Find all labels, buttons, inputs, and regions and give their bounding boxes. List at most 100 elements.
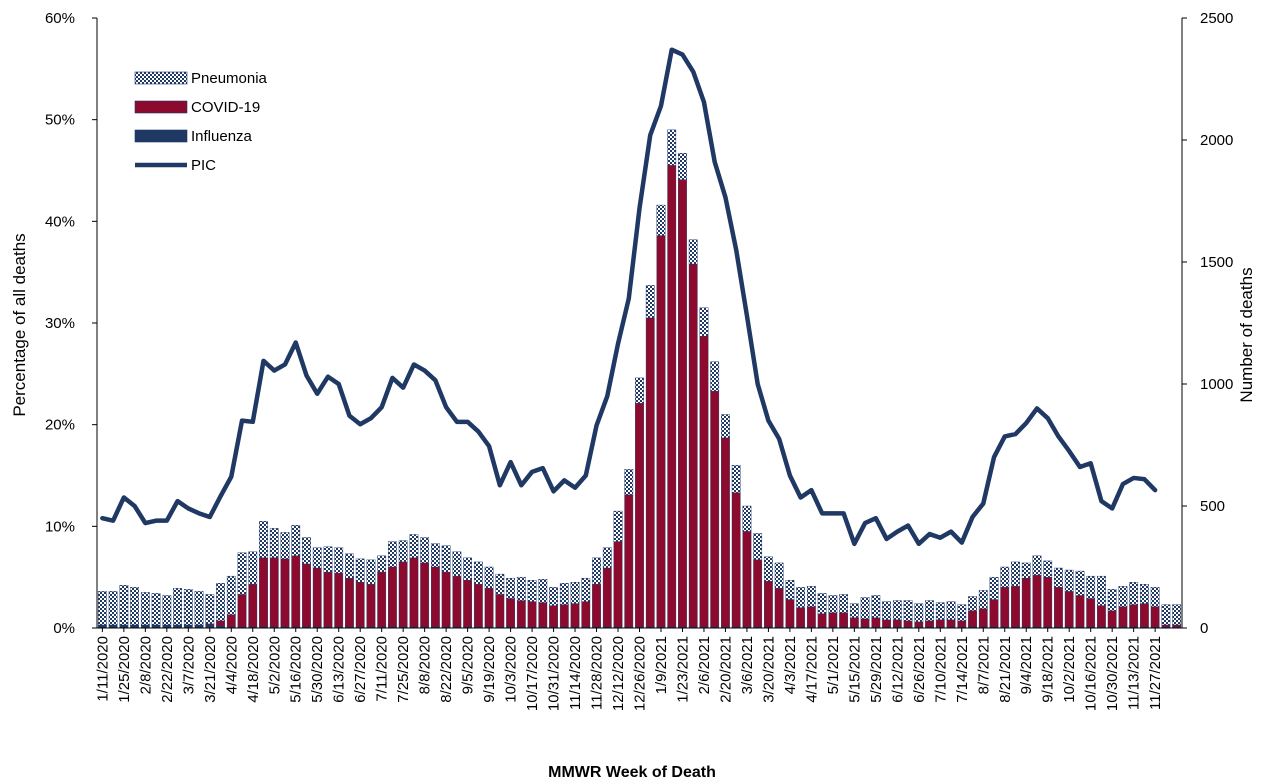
x-tick-label: 9/18/2021 xyxy=(1040,636,1057,703)
bar-covid-19 xyxy=(656,235,666,628)
y2-tick-label: 500 xyxy=(1200,498,1225,515)
x-tick-label: 7/10/2021 xyxy=(932,636,949,703)
x-tick-label: 11/27/2021 xyxy=(1147,636,1164,710)
bar-covid-19 xyxy=(849,617,859,628)
x-tick-label: 12/26/2020 xyxy=(632,636,649,711)
bar-pneumonia xyxy=(645,285,655,319)
bar-covid-19 xyxy=(431,566,440,628)
x-tick-label: 4/3/2021 xyxy=(782,636,799,694)
x-tick-label: 7/14/2021 xyxy=(954,636,971,703)
bar-covid-19 xyxy=(516,600,526,628)
bar-layer xyxy=(97,129,1182,629)
bar-covid-19 xyxy=(506,598,515,628)
x-tick-label: 6/13/2020 xyxy=(331,636,348,703)
bar-pneumonia xyxy=(463,557,473,581)
bar-covid-19 xyxy=(345,577,354,628)
bar-pneumonia xyxy=(1172,604,1182,626)
bar-covid-19 xyxy=(570,603,580,628)
legend-swatch xyxy=(134,129,188,143)
bar-covid-19 xyxy=(785,599,795,628)
bar-covid-19 xyxy=(366,584,376,628)
bar-pneumonia xyxy=(366,559,376,585)
x-tick-label: 10/30/2021 xyxy=(1104,636,1121,711)
bar-pneumonia xyxy=(710,361,720,392)
x-tick-label: 10/16/2021 xyxy=(1083,636,1100,711)
bar-covid-19 xyxy=(441,571,451,628)
bar-pneumonia xyxy=(849,603,859,619)
bar-pneumonia xyxy=(1075,570,1085,596)
bar-pneumonia xyxy=(656,204,666,236)
x-tick-label: 10/17/2020 xyxy=(524,636,541,711)
x-tick-label: 1/25/2020 xyxy=(116,636,133,703)
legend-label: COVID-19 xyxy=(191,99,260,116)
bar-covid-19 xyxy=(1129,604,1139,628)
bar-covid-19 xyxy=(699,336,709,628)
bar-pneumonia xyxy=(237,552,247,595)
bar-pneumonia xyxy=(527,580,537,602)
x-tick-label: 7/25/2020 xyxy=(395,636,412,703)
x-axis-title: MMWR Week of Death xyxy=(548,764,716,781)
bar-covid-19 xyxy=(409,557,419,628)
bar-covid-19 xyxy=(463,580,473,628)
bar-pneumonia xyxy=(420,537,430,564)
bar-covid-19 xyxy=(935,619,945,628)
legend-swatch xyxy=(134,71,188,85)
bar-pneumonia xyxy=(731,465,741,493)
bar-pneumonia xyxy=(935,602,945,621)
bar-covid-19 xyxy=(710,390,720,628)
bar-pneumonia xyxy=(957,604,967,622)
x-tick-label: 3/6/2021 xyxy=(739,636,756,694)
bar-covid-19 xyxy=(484,588,494,628)
bar-covid-19 xyxy=(839,612,848,628)
bar-covid-19 xyxy=(280,558,290,628)
y-tick-label: 20% xyxy=(45,417,75,434)
x-tick-label: 2/20/2021 xyxy=(717,636,734,703)
bar-covid-19 xyxy=(269,557,279,628)
bar-pneumonia xyxy=(377,555,387,573)
bar-pneumonia xyxy=(280,532,290,560)
bar-covid-19 xyxy=(602,567,612,628)
bar-covid-19 xyxy=(914,621,924,628)
bar-pneumonia xyxy=(978,590,988,609)
legend-label: Influenza xyxy=(191,128,253,145)
bar-covid-19 xyxy=(237,594,247,628)
y-tick-label: 50% xyxy=(45,112,75,129)
bar-pneumonia xyxy=(452,551,462,577)
y-tick-label: 60% xyxy=(45,10,75,27)
bar-pneumonia xyxy=(1086,575,1096,599)
bar-covid-19 xyxy=(549,605,558,628)
bar-pneumonia xyxy=(774,562,784,589)
x-tick-label: 1/11/2020 xyxy=(94,636,111,702)
bar-pneumonia xyxy=(538,579,548,603)
x-tick-label: 6/26/2021 xyxy=(911,636,928,703)
bar-pneumonia xyxy=(882,601,891,621)
bar-pneumonia xyxy=(1032,555,1042,576)
bar-covid-19 xyxy=(355,582,365,628)
bar-pneumonia xyxy=(506,577,515,599)
bar-pneumonia xyxy=(721,414,730,439)
bar-covid-19 xyxy=(1064,591,1074,628)
bar-pneumonia xyxy=(355,558,365,583)
bar-covid-19 xyxy=(989,599,999,628)
bar-pneumonia xyxy=(398,540,408,563)
bar-covid-19 xyxy=(377,571,387,628)
bar-pneumonia xyxy=(226,575,236,615)
x-tick-label: 8/7/2021 xyxy=(975,636,992,694)
bar-covid-19 xyxy=(645,317,655,628)
bar-pneumonia xyxy=(581,577,591,602)
bar-covid-19 xyxy=(903,620,913,628)
bar-covid-19 xyxy=(1032,574,1042,628)
y-tick-label: 0% xyxy=(53,620,75,637)
bar-covid-19 xyxy=(312,567,322,628)
bar-pneumonia xyxy=(570,582,580,604)
bar-covid-19 xyxy=(592,584,601,628)
legend-label: Pneumonia xyxy=(191,70,268,87)
bar-covid-19 xyxy=(259,557,268,628)
bar-pneumonia xyxy=(516,576,526,601)
bar-covid-19 xyxy=(398,561,408,628)
legend: Pneumonia COVID-19 Influenza PIC xyxy=(134,70,268,174)
bar-pneumonia xyxy=(108,591,118,626)
bar-covid-19 xyxy=(968,610,977,628)
bar-covid-19 xyxy=(978,608,988,628)
legend-item-covid-19: COVID-19 xyxy=(134,99,260,116)
